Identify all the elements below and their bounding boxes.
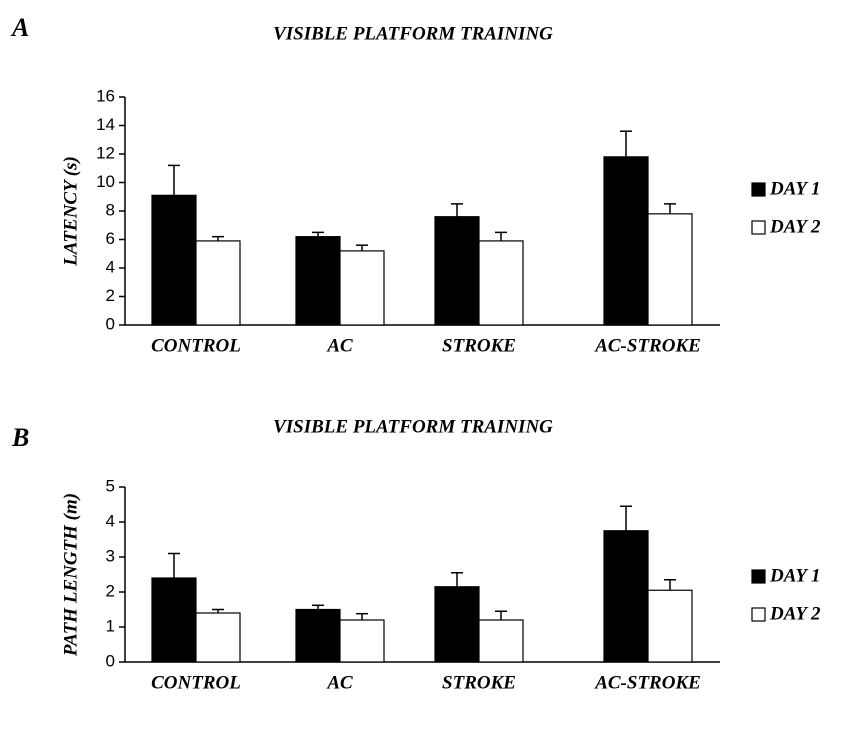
legend-swatch (751, 569, 766, 584)
bar (478, 619, 524, 663)
legend-label: DAY 2 (769, 216, 821, 237)
y-tick-label: 0 (106, 651, 115, 670)
legend-label: DAY 1 (769, 178, 821, 199)
panel-label: A (10, 13, 29, 42)
bar (339, 619, 385, 663)
bar (647, 213, 693, 326)
y-tick-label: 8 (106, 200, 115, 219)
legend-label: DAY 1 (769, 565, 821, 586)
bar (434, 216, 480, 326)
x-tick-label: CONTROL (151, 335, 241, 356)
y-axis-label: PATH LENGTH (m) (60, 493, 81, 657)
chart-title: VISIBLE PLATFORM TRAINING (273, 416, 553, 437)
x-tick-label: AC (326, 672, 353, 693)
y-tick-label: 1 (106, 616, 115, 635)
bar (434, 586, 480, 663)
x-tick-label: STROKE (442, 335, 516, 356)
bar (195, 240, 241, 326)
legend-swatch (751, 220, 766, 235)
bar (478, 240, 524, 326)
y-tick-label: 16 (96, 86, 115, 105)
y-tick-label: 2 (106, 286, 115, 305)
y-tick-label: 2 (106, 581, 115, 600)
y-tick-label: 4 (106, 511, 115, 530)
panel-label: B (11, 423, 29, 452)
bar (603, 530, 649, 663)
y-tick-label: 3 (106, 546, 115, 565)
legend-label: DAY 2 (769, 603, 821, 624)
bar (151, 194, 197, 326)
bar (339, 250, 385, 326)
chart-title: VISIBLE PLATFORM TRAINING (273, 23, 553, 44)
x-tick-label: AC-STROKE (594, 672, 701, 693)
y-tick-label: 4 (106, 257, 115, 276)
bar (151, 577, 197, 663)
legend-swatch (751, 182, 766, 197)
x-tick-label: AC-STROKE (594, 335, 701, 356)
y-tick-label: 12 (96, 143, 115, 162)
y-tick-label: 14 (96, 115, 115, 134)
y-tick-label: 0 (106, 314, 115, 333)
y-tick-label: 6 (106, 229, 115, 248)
y-axis-label: LATENCY (s) (60, 156, 81, 267)
bar (647, 589, 693, 663)
bar (195, 612, 241, 663)
x-tick-label: STROKE (442, 672, 516, 693)
bar (295, 236, 341, 326)
x-tick-label: AC (326, 335, 353, 356)
bar (295, 608, 341, 663)
x-tick-label: CONTROL (151, 672, 241, 693)
bar (603, 156, 649, 326)
y-tick-label: 10 (96, 172, 115, 191)
legend-swatch (751, 607, 766, 622)
y-tick-label: 5 (106, 476, 115, 495)
